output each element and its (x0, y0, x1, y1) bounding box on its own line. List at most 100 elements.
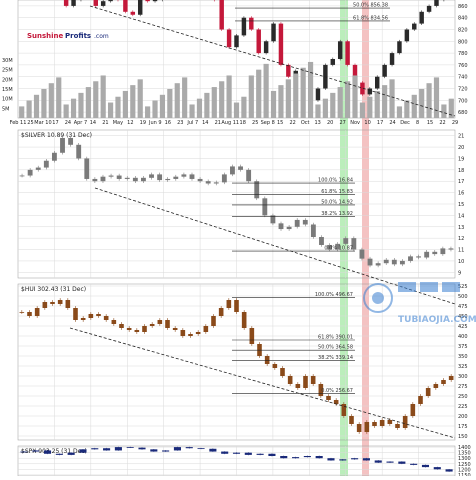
gold-volume-bar (241, 96, 247, 118)
hui-y-tick: 150 (458, 434, 468, 440)
hui-y-tick: 400 (458, 334, 468, 340)
gold-candle (71, 0, 76, 8)
gold-y-tick: 720 (458, 87, 468, 93)
silver-y-tick: 14 (458, 213, 464, 219)
gold-x-tick: Oct (301, 120, 310, 126)
gold-candle (367, 87, 373, 96)
silver-candle (189, 172, 195, 181)
hui-candle (448, 374, 454, 382)
gold-candle (108, 0, 113, 3)
watermark-glyphs-icon (398, 282, 460, 292)
silver-trendline (94, 187, 456, 305)
watermark: TUBIAOJIA.COM (363, 282, 476, 325)
gold-candle (434, 0, 439, 8)
gold-fib-label: 61.8% 834.56 (353, 15, 388, 21)
hui-candle (218, 306, 224, 318)
gold-candle (271, 22, 276, 43)
spx-candle (421, 464, 430, 468)
spx-candle (20, 451, 28, 453)
spx-candle (386, 461, 394, 464)
gold-volume-tick: 15M (2, 87, 13, 93)
gold-candle (256, 28, 261, 55)
silver-candle (173, 174, 179, 181)
spx-candle (173, 446, 181, 451)
spx-candle (256, 453, 264, 456)
gold-volume-bar (337, 87, 343, 118)
gold-y-tick: 700 (458, 98, 468, 104)
silver-candle (181, 172, 187, 179)
silver-y-tick: 18 (458, 168, 464, 174)
gold-volume-bar (278, 85, 284, 118)
silver-candle (84, 156, 90, 181)
gold-x-tick: Nov (350, 120, 360, 126)
hui-candle (349, 414, 354, 426)
spx-candle (268, 453, 276, 457)
gold-candle (145, 0, 150, 3)
gold-candle (315, 87, 321, 102)
gold-volume-bar (359, 102, 366, 118)
gold-x-tick: 8 (416, 120, 419, 126)
gold-x-tick: Apr 7 (74, 120, 87, 126)
gold-x-tick: 12 (127, 120, 133, 126)
hui-candle (165, 318, 170, 330)
spx-candle (67, 452, 75, 456)
hui-candle (318, 382, 324, 398)
gold-x-tick: Aug 11 (221, 120, 239, 126)
silver-candle (165, 177, 171, 182)
spx-y-tick: 1200 (458, 467, 471, 473)
hui-y-tick: 450 (458, 314, 468, 320)
silver-fib-label: 100.0% 16.84 (318, 178, 353, 184)
gold-x-tick: 21 (215, 120, 221, 126)
gold-candle (426, 4, 432, 14)
silver-candle (440, 246, 446, 256)
hui-candle (88, 312, 94, 320)
gold-x-tick: 18 (240, 120, 246, 126)
gold-volume-bar (426, 83, 432, 118)
hui-candle (57, 298, 63, 306)
hui-candle (126, 326, 132, 332)
gold-volume-bar (48, 83, 54, 118)
silver-y-tick: 17 (458, 179, 464, 185)
hui-fib-label: 0.0% 256.67 (321, 388, 353, 394)
gold-x-tick: Feb 11 (10, 120, 27, 126)
gold-candle (337, 39, 343, 61)
gold-candle (123, 0, 128, 14)
silver-candle (254, 179, 260, 201)
hui-candle (119, 322, 124, 330)
silver-candle (375, 261, 381, 268)
gold-volume-bar (167, 89, 173, 118)
gold-x-tick: 22 (289, 120, 295, 126)
silver-candle (294, 218, 300, 229)
gold-y-tick: 860 (458, 4, 468, 10)
gold-x-tick: Sep 8 (261, 120, 275, 126)
hui-candle (280, 366, 285, 378)
spx-candle (162, 450, 170, 452)
silver-candle (68, 136, 74, 147)
spx-candle (232, 452, 241, 455)
hui-candle (303, 374, 308, 390)
hui-candle (211, 314, 216, 328)
silver-candle (262, 196, 268, 218)
gold-volume-bar (137, 79, 143, 118)
gold-volume-bar (441, 104, 447, 118)
brand-name-b: Profits (65, 32, 91, 40)
silver-candle (124, 176, 130, 181)
gold-volume-bar (189, 104, 195, 118)
gold-x-tick: 20 (327, 120, 333, 126)
spx-candle (433, 466, 441, 470)
hui-candle (203, 324, 209, 334)
hui-trendline (69, 327, 456, 439)
gold-x-tick: 14 (90, 120, 96, 126)
brand-logo: Sunshine Profits .com (27, 32, 109, 40)
gold-volume-bar (382, 85, 388, 118)
hui-candle (157, 318, 163, 326)
silver-y-tick: 10 (458, 259, 464, 265)
gold-volume-bar (26, 100, 32, 118)
hui-candle (226, 298, 232, 310)
gold-volume-bar (41, 89, 47, 118)
silver-candle (310, 222, 316, 239)
gold-x-tick: 29 (452, 120, 458, 126)
spx-candle (197, 447, 205, 450)
gold-x-tick: 24 (65, 120, 71, 126)
hui-candle (111, 318, 117, 326)
